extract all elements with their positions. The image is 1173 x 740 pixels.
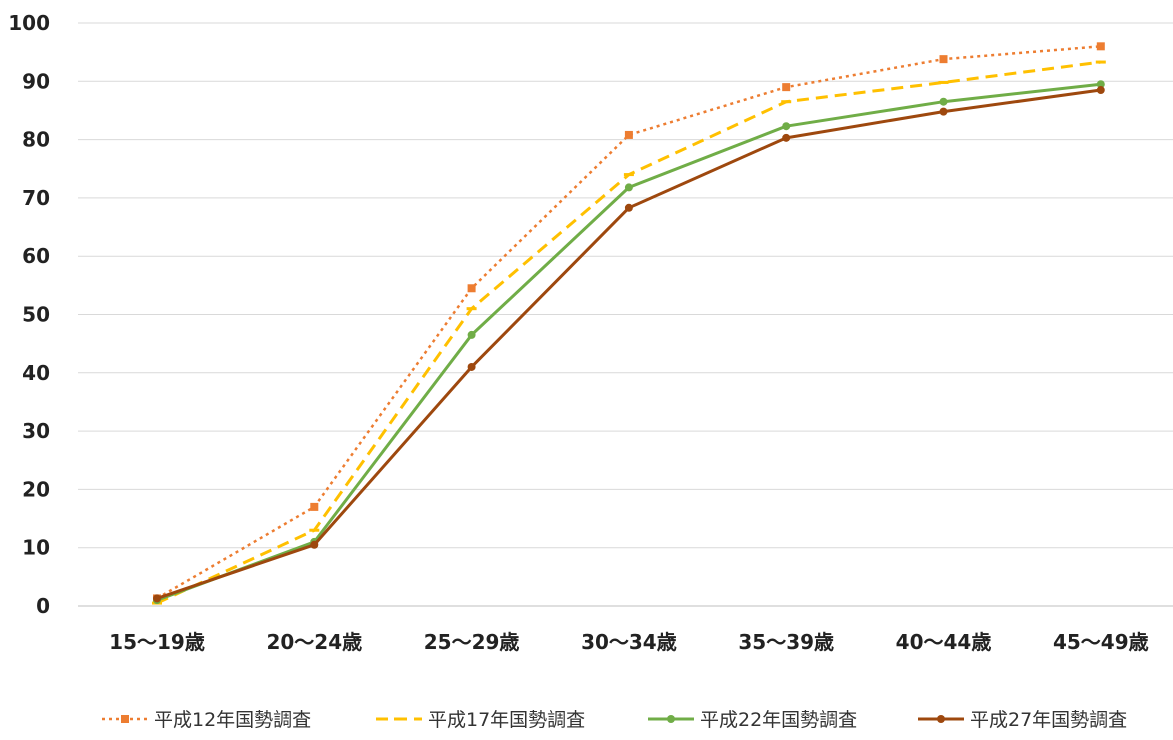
data-point: [938, 80, 949, 84]
data-point: [939, 97, 948, 106]
data-point: [939, 55, 948, 64]
y-tick-label: 0: [36, 594, 50, 618]
data-point: [624, 183, 633, 192]
data-point: [782, 122, 791, 131]
y-tick-label: 50: [22, 303, 50, 327]
y-tick-label: 90: [22, 69, 50, 93]
gridlines: [78, 22, 1173, 607]
legend-label: 平成27年国勢調査: [970, 709, 1127, 731]
x-axis-tick-labels: 15～19歳 20～24歳 25～29歳 30～34歳 35～39歳 40～44歳 45～4…: [109, 630, 1148, 654]
legend-item: 平成27年国勢調査: [918, 709, 1127, 731]
y-tick-label: 10: [22, 536, 50, 560]
y-tick-label: 40: [22, 361, 50, 385]
data-point: [624, 203, 633, 212]
data-point: [467, 330, 476, 339]
data-point: [624, 130, 633, 139]
legend-item: 平成12年国勢調査: [102, 709, 311, 731]
legend-label: 平成17年国勢調査: [428, 709, 585, 731]
data-point: [1095, 60, 1106, 64]
data-point: [310, 540, 319, 549]
y-tick-label: 80: [22, 128, 50, 152]
x-tick-label: 20～24歳: [266, 630, 362, 654]
legend-marker: [667, 715, 675, 723]
series-line: [156, 60, 1101, 605]
series-line: [156, 82, 1101, 602]
legend-marker: [121, 715, 129, 723]
x-tick-label: 30～34歳: [581, 630, 677, 654]
y-tick-label: 30: [22, 419, 50, 443]
legend-marker: [394, 717, 404, 721]
data-point: [1096, 42, 1105, 51]
legend-item: 平成22年国勢調査: [648, 709, 857, 731]
series-line: [156, 88, 1102, 600]
data-point: [1096, 86, 1105, 95]
series-lines: [152, 42, 1106, 605]
series-4: [153, 86, 1105, 603]
legend-marker: [937, 715, 945, 723]
data-point: [781, 100, 792, 104]
series-line: [156, 45, 1101, 600]
data-point: [153, 594, 161, 603]
data-point: [623, 173, 634, 177]
legend-item: 平成17年国勢調査: [376, 709, 585, 731]
data-point: [782, 133, 791, 142]
data-point: [466, 307, 477, 311]
series-2: [152, 60, 1106, 605]
y-tick-label: 60: [22, 244, 50, 268]
y-tick-label: 100: [8, 11, 50, 35]
x-tick-label: 40～44歳: [896, 630, 992, 654]
y-tick-label: 20: [22, 477, 50, 501]
data-point: [782, 83, 791, 92]
data-point: [467, 284, 476, 293]
series-3: [153, 80, 1105, 605]
legend: 平成12年国勢調査 平成17年国勢調査 平成22年国勢調査 平成27年国勢調査: [102, 709, 1127, 731]
series-1: [153, 42, 1105, 603]
x-tick-label: 35～39歳: [738, 630, 834, 654]
data-point: [1096, 80, 1105, 89]
x-tick-label: 45～49歳: [1053, 630, 1149, 654]
y-axis-tick-labels: 0 10 20 30 40 50 60 70 80 90 100: [8, 11, 50, 618]
legend-label: 平成12年国勢調査: [154, 709, 311, 731]
x-tick-label: 25～29歳: [424, 630, 520, 654]
data-point: [309, 528, 320, 532]
data-point: [467, 362, 476, 371]
data-point: [939, 107, 948, 116]
x-tick-label: 15～19歳: [109, 630, 205, 654]
data-point: [310, 502, 319, 511]
y-tick-label: 70: [22, 186, 50, 210]
legend-label: 平成22年国勢調査: [700, 709, 857, 731]
